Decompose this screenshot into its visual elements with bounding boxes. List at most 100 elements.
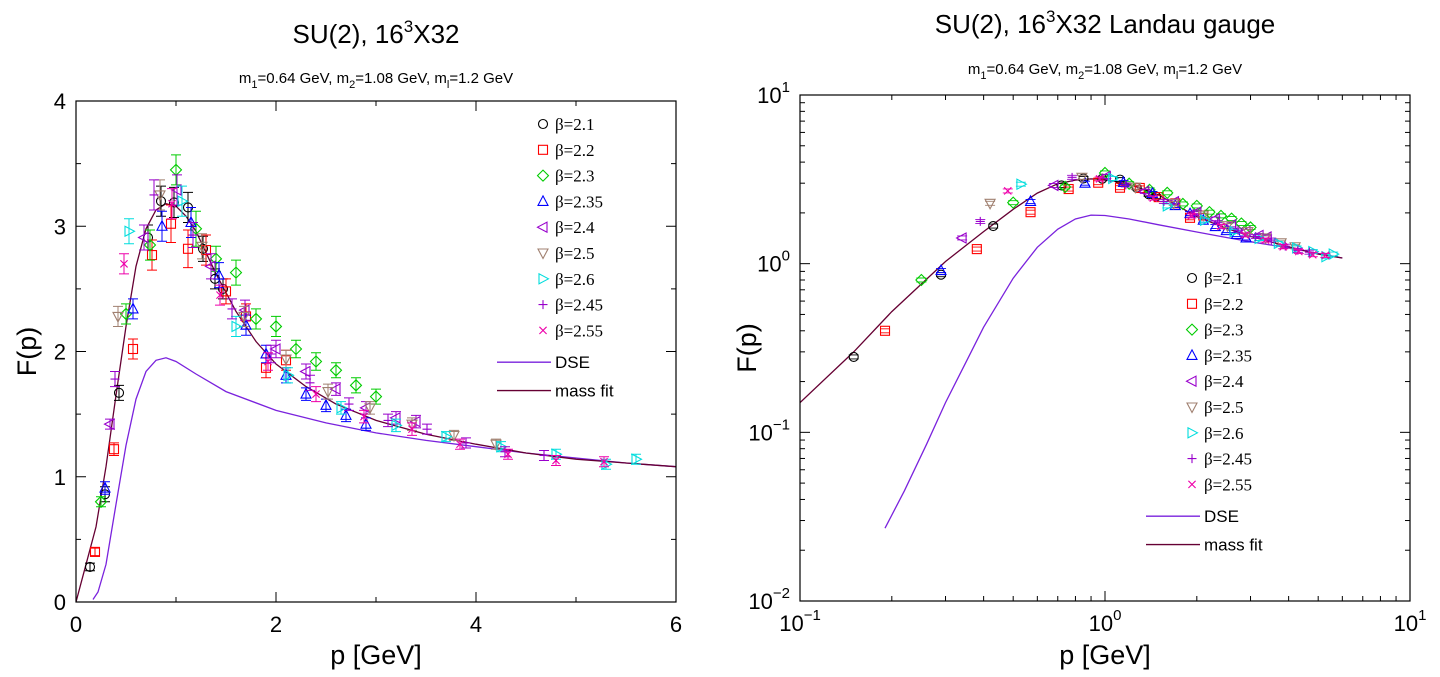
data-point <box>441 430 453 443</box>
data-point <box>213 268 225 280</box>
data-point <box>1024 194 1037 206</box>
legend-label: β=2.45 <box>1204 450 1252 469</box>
data-point <box>1067 172 1077 182</box>
error-bar <box>1199 217 1210 223</box>
legend-label: β=2.2 <box>555 141 595 160</box>
x-tick-label: 100 <box>1089 607 1122 636</box>
data-point <box>320 398 332 410</box>
x-tick-label: 6 <box>670 612 682 637</box>
data-point <box>1025 207 1036 218</box>
data-point <box>155 196 167 207</box>
data-point <box>156 219 168 231</box>
data-point <box>185 215 197 228</box>
data-point <box>631 453 643 466</box>
data-point <box>383 415 393 425</box>
data-point <box>283 369 295 382</box>
data-point <box>955 232 967 244</box>
legend-marker <box>1185 375 1197 388</box>
y-tick-label: 0 <box>54 590 66 615</box>
data-point <box>975 216 985 226</box>
chart-right-svg: SU(2), 163X32 Landau gauge m1=0.64 GeV, m… <box>732 7 1426 670</box>
legend-label: β=2.55 <box>555 321 603 340</box>
data-point <box>1251 231 1261 241</box>
data-point <box>496 440 508 453</box>
data-point <box>1308 250 1317 259</box>
legend-label: β=2.6 <box>1204 424 1244 443</box>
legend-label: β=2.2 <box>1204 295 1244 314</box>
error-bar <box>1293 249 1304 254</box>
data-point <box>1321 251 1330 260</box>
data-point <box>289 342 303 356</box>
legend-marker <box>1186 348 1198 360</box>
x-tick-label: 0 <box>70 612 82 637</box>
data-point <box>935 263 947 276</box>
series-1 <box>879 177 1209 336</box>
data-point <box>1138 185 1150 198</box>
data-point <box>988 221 999 232</box>
data-point <box>127 343 139 355</box>
data-point <box>1075 172 1088 185</box>
data-point <box>1266 235 1276 245</box>
error-bar <box>1215 224 1226 229</box>
data-point <box>300 387 312 399</box>
y-tick-label: 100 <box>757 248 790 277</box>
data-point <box>1241 227 1254 239</box>
legend-label: β=2.5 <box>1204 398 1244 417</box>
series-2 <box>94 154 383 509</box>
data-point <box>1328 248 1340 260</box>
plot-area <box>76 154 676 602</box>
data-point <box>309 355 323 368</box>
error-bar <box>971 246 982 252</box>
data-point <box>336 401 348 414</box>
legend-marker <box>1187 426 1199 439</box>
error-bar <box>271 339 281 359</box>
data-point <box>539 450 549 460</box>
data-point <box>1261 236 1270 245</box>
legend-label: β=2.3 <box>1204 321 1244 340</box>
chart-panel-left: SU(2), 163X32 m1=0.64 GeV, m2=1.08 GeV, m… <box>12 17 682 670</box>
legend-marker <box>536 169 550 182</box>
curve-mass-fit <box>800 178 1343 404</box>
data-point <box>110 374 120 384</box>
error-bar <box>957 235 968 241</box>
legend-marker <box>1188 480 1196 489</box>
error-bar <box>1328 251 1339 257</box>
legend-label: DSE <box>555 353 590 372</box>
legend: β=2.1 β=2.2 β=2.3 β=2.35 β=2.4 β=2.5 β=2.6 β=2.… <box>497 115 614 401</box>
data-point <box>146 250 158 261</box>
chart-subtitle: m1=0.64 GeV, m2=1.08 GeV, ml=1.2 GeV <box>968 61 1242 82</box>
data-point <box>227 304 237 314</box>
error-bar <box>157 210 167 242</box>
legend-marker <box>537 194 549 206</box>
error-bar <box>1094 176 1105 182</box>
chart-panel-right: SU(2), 163X32 Landau gauge m1=0.64 GeV, m… <box>720 0 1440 677</box>
chart-title: SU(2), 163X32 <box>293 17 460 49</box>
legend-label: mass fit <box>555 382 614 401</box>
data-point <box>299 365 311 378</box>
legend-label: β=2.1 <box>1204 269 1244 288</box>
data-point <box>389 411 401 424</box>
axis-ticks <box>799 94 1411 602</box>
data-point <box>1214 209 1228 223</box>
data-point <box>89 546 101 557</box>
data-point <box>216 291 224 300</box>
legend-marker <box>537 118 549 130</box>
error-bar <box>271 315 281 337</box>
series-3 <box>935 175 1252 276</box>
data-point <box>305 378 315 388</box>
legend-label: β=2.35 <box>1204 346 1252 365</box>
data-point <box>1187 211 1196 220</box>
data-point <box>1279 242 1288 251</box>
error-bar <box>1025 209 1036 215</box>
chart-left-svg: SU(2), 163X32 m1=0.64 GeV, m2=1.08 GeV, m… <box>12 17 682 670</box>
error-bar <box>1015 181 1026 187</box>
error-bar <box>128 338 138 360</box>
series-5 <box>112 179 502 451</box>
data-point <box>1176 197 1190 211</box>
error-bar <box>336 401 346 415</box>
data-point <box>1203 205 1216 219</box>
series-0 <box>848 173 1162 362</box>
data-point <box>1190 206 1202 219</box>
data-point <box>1108 172 1120 185</box>
data-point <box>168 199 176 208</box>
